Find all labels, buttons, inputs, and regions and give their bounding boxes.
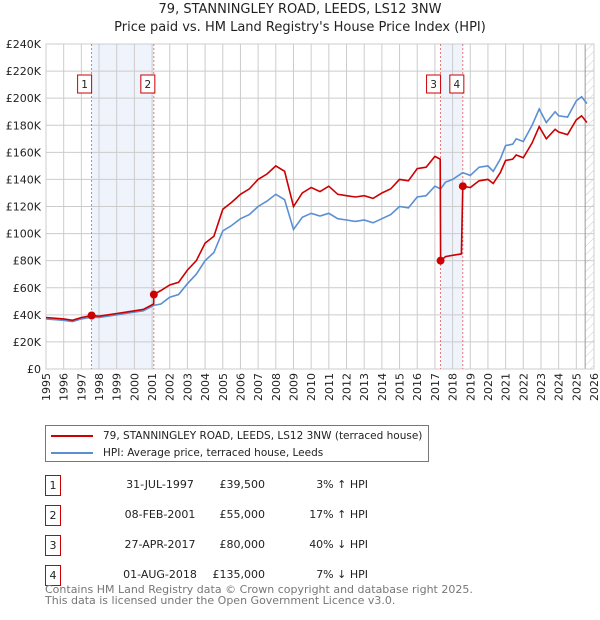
y-tick-label: £0 — [27, 363, 41, 376]
sale-price: £39,500 — [219, 478, 266, 491]
sale-number: 2 — [45, 505, 61, 526]
sale-hpi-diff: 3% ↑ HPI — [316, 478, 368, 491]
x-tick-label: 2005 — [217, 373, 230, 401]
x-tick-label: 1999 — [111, 373, 124, 401]
footer-line-2: This data is licensed under the Open Gov… — [45, 594, 396, 607]
y-tick-label: £200K — [6, 92, 42, 105]
sale-label-number: 4 — [453, 79, 460, 91]
sale-point — [458, 182, 467, 191]
sale-row: 4 01-AUG-2018 £135,000 7% ↓ HPI — [45, 565, 445, 586]
sale-number: 1 — [45, 475, 61, 496]
property-price-line — [45, 114, 588, 322]
footer-line-1: Contains HM Land Registry data © Crown c… — [45, 583, 473, 596]
sale-label-box — [449, 74, 465, 94]
y-tick-label: £180K — [6, 119, 42, 132]
y-tick-label: £100K — [6, 228, 42, 241]
sale-point — [436, 256, 445, 265]
y-tick-label: £160K — [6, 146, 42, 159]
x-tick-label: 2002 — [164, 373, 177, 401]
sale-date: 01-AUG-2018 — [123, 568, 197, 581]
x-tick-label: 2000 — [128, 373, 141, 401]
y-tick-label: £140K — [6, 173, 42, 186]
sale-number: 4 — [45, 565, 61, 586]
x-tick-label: 2014 — [376, 373, 389, 401]
x-tick-label: 2015 — [394, 373, 407, 401]
x-tick-label: 2010 — [305, 373, 318, 401]
sale-label-box — [140, 74, 156, 94]
legend-label: HPI: Average price, terraced house, Leed… — [103, 447, 324, 459]
sale-price: £135,000 — [212, 568, 266, 581]
sale-point — [87, 311, 96, 320]
x-tick-label: 2026 — [588, 373, 600, 401]
plot-frame — [45, 43, 595, 370]
legend: 79, STANNINGLEY ROAD, LEEDS, LS12 3NW (t… — [45, 425, 429, 462]
x-tick-label: 2006 — [234, 373, 247, 401]
x-tick-label: 1998 — [93, 373, 106, 401]
chart-subtitle: Price paid vs. HM Land Registry's House … — [114, 20, 486, 35]
x-tick-label: 2020 — [482, 373, 495, 401]
sale-row: 2 08-FEB-2001 £55,000 17% ↑ HPI — [45, 505, 445, 526]
x-tick-label: 2009 — [287, 373, 300, 401]
sale-date: 27-APR-2017 — [124, 538, 196, 551]
x-tick-label: 1996 — [58, 373, 71, 401]
sale-price: £55,000 — [219, 508, 266, 521]
legend-label: 79, STANNINGLEY ROAD, LEEDS, LS12 3NW (t… — [103, 430, 423, 442]
x-tick-label: 2025 — [570, 373, 583, 401]
price-chart: 1995 1996 1997 1998 1999 2000 2001 2002 2003 2004… — [6, 38, 600, 401]
x-tick-label: 2003 — [181, 373, 194, 401]
legend-swatch-red — [51, 435, 93, 437]
sale-row: 3 27-APR-2017 £80,000 40% ↓ HPI — [45, 535, 445, 556]
x-tick-label: 1997 — [75, 373, 88, 401]
sale-label-number: 1 — [81, 79, 88, 91]
y-tick-label: £120K — [6, 201, 42, 214]
sale-label-number: 3 — [430, 79, 437, 91]
sale-hpi-diff: 40% ↓ HPI — [309, 538, 368, 551]
x-tick-label: 2013 — [358, 373, 371, 401]
hpi-line — [45, 95, 588, 323]
x-tick-label: 2018 — [447, 373, 460, 401]
y-tick-label: £40K — [13, 309, 42, 322]
x-tick-label: 2008 — [270, 373, 283, 401]
sale-point — [149, 290, 158, 299]
x-tick-label: 2016 — [411, 373, 424, 401]
x-tick-label: 2012 — [341, 373, 354, 401]
sale-label-number: 2 — [144, 79, 151, 91]
y-tick-label: £80K — [13, 255, 42, 268]
legend-swatch-blue — [51, 452, 93, 454]
x-tick-label: 2024 — [553, 373, 566, 401]
legend-item-property: 79, STANNINGLEY ROAD, LEEDS, LS12 3NW (t… — [51, 429, 422, 443]
y-tick-label: £20K — [13, 336, 42, 349]
sale-date: 08-FEB-2001 — [124, 508, 196, 521]
x-tick-label: 2019 — [464, 373, 477, 401]
sale-row: 1 31-JUL-1997 £39,500 3% ↑ HPI — [45, 475, 445, 496]
x-tick-label: 2007 — [252, 373, 265, 401]
x-tick-label: 2021 — [500, 373, 513, 401]
x-tick-label: 1995 — [40, 373, 53, 401]
x-tick-label: 2001 — [146, 373, 159, 401]
x-tick-label: 2022 — [517, 373, 530, 401]
chart-title: 79, STANNINGLEY ROAD, LEEDS, LS12 3NW — [158, 2, 442, 17]
sale-price: £80,000 — [219, 538, 266, 551]
sale-hpi-diff: 7% ↓ HPI — [316, 568, 368, 581]
y-tick-label: £60K — [13, 282, 42, 295]
sale-label-box — [426, 74, 442, 94]
sale-label-box — [77, 74, 93, 94]
x-tick-label: 2011 — [323, 373, 336, 401]
sale-date: 31-JUL-1997 — [126, 478, 194, 491]
x-tick-label: 2004 — [199, 373, 212, 401]
y-tick-label: £220K — [6, 65, 42, 78]
sale-hpi-diff: 17% ↑ HPI — [309, 508, 368, 521]
x-tick-label: 2023 — [535, 373, 548, 401]
sale-number: 3 — [45, 535, 61, 556]
legend-item-hpi: HPI: Average price, terraced house, Leed… — [51, 446, 323, 460]
x-tick-label: 2017 — [429, 373, 442, 401]
y-tick-label: £240K — [6, 38, 42, 51]
